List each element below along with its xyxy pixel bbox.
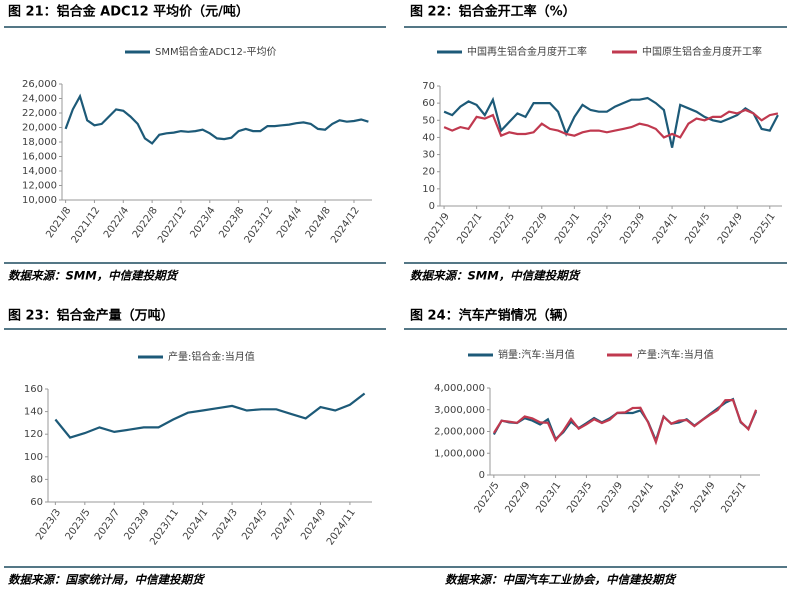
source-note: 数据来源：国家统计局，中信建投期货: [8, 573, 206, 587]
y-tick-label: 10: [422, 184, 435, 195]
x-tick-label: 2023/1: [534, 480, 563, 515]
y-tick-label: 26,000: [22, 79, 57, 90]
y-tick-label: 160: [24, 384, 43, 395]
x-tick-label: 2025/1: [749, 211, 778, 246]
y-tick-label: 10,000: [22, 195, 57, 206]
x-tick-label: 2023/11: [148, 507, 181, 547]
chart-title: 图 23：铝合金产量（万吨）: [8, 308, 174, 324]
x-tick-label: 2022/5: [488, 211, 517, 246]
source-note: 数据来源：中国汽车工业协会，中信建投期货: [445, 573, 677, 587]
x-tick-label: 2023/3: [34, 507, 63, 542]
y-tick-label: 60: [422, 98, 435, 109]
x-tick-label: 2024/9: [299, 507, 328, 542]
x-tick-label: 2024/1: [181, 507, 210, 542]
legend-label: 产量:汽车:当月值: [637, 348, 714, 361]
y-tick-label: 60: [30, 497, 43, 508]
x-tick-label: 2024/7: [270, 507, 299, 542]
series-line: [54, 392, 366, 439]
legend-label: 中国原生铝合金月度开工率: [642, 45, 762, 58]
y-tick-label: 20,000: [22, 123, 57, 134]
x-tick-label: 2024/12: [329, 205, 362, 245]
y-tick-label: 2,000,000: [434, 427, 485, 438]
x-tick-label: 2024/5: [658, 480, 687, 515]
y-tick-label: 20: [422, 167, 435, 178]
x-tick-label: 2024/5: [240, 507, 269, 542]
x-tick-label: 2024/9: [689, 480, 718, 515]
x-tick-label: 2025/1: [719, 480, 748, 515]
y-tick-label: 70: [422, 81, 435, 92]
legend-label: 销量:汽车:当月值: [498, 348, 575, 361]
y-tick-label: 22,000: [22, 108, 57, 119]
y-tick-label: 80: [30, 474, 43, 485]
x-tick-label: 2024/11: [325, 507, 358, 547]
y-tick-label: 4,000,000: [434, 383, 485, 394]
chart-title: 图 21：铝合金 ADC12 平均价（元/吨）: [8, 4, 249, 20]
x-tick-label: 2024/1: [651, 211, 680, 246]
x-tick-label: 2024/5: [683, 211, 712, 246]
x-tick-label: 2021/9: [423, 211, 452, 246]
y-tick-label: 40: [422, 132, 435, 143]
x-tick-label: 2022/4: [102, 205, 131, 240]
y-tick-label: 0: [429, 201, 435, 212]
x-tick-label: 2022/1: [455, 211, 484, 246]
x-tick-label: 2023/9: [596, 480, 625, 515]
x-tick-label: 2022/8: [131, 205, 160, 240]
x-tick-label: 2022/9: [503, 480, 532, 515]
x-tick-label: 2024/1: [627, 480, 656, 515]
y-tick-label: 140: [24, 407, 43, 418]
x-tick-label: 2024/9: [716, 211, 745, 246]
series-line: [443, 108, 779, 139]
x-tick-label: 2023/12: [243, 205, 276, 245]
y-tick-label: 12,000: [22, 181, 57, 192]
x-tick-label: 2024/3: [211, 507, 240, 542]
y-tick-label: 100: [24, 452, 43, 463]
x-tick-label: 2023/5: [565, 480, 594, 515]
source-note: 数据来源：SMM，中信建投期货: [8, 269, 180, 283]
y-tick-label: 1,000,000: [434, 448, 485, 459]
x-tick-label: 2023/7: [93, 507, 122, 542]
x-tick-label: 2021/8: [44, 205, 73, 240]
y-tick-label: 3,000,000: [434, 405, 485, 416]
x-tick-label: 2023/1: [553, 211, 582, 246]
x-tick-label: 2023/9: [122, 507, 151, 542]
series-line: [492, 398, 758, 446]
legend-label: SMM铝合金ADC12-平均价: [155, 45, 276, 58]
x-tick-label: 2022/12: [156, 205, 189, 245]
y-tick-label: 16,000: [22, 152, 57, 163]
x-tick-label: 2024/8: [304, 205, 333, 240]
x-tick-label: 2022/9: [521, 211, 550, 246]
chart-title: 图 24：汽车产销情况（辆）: [410, 308, 576, 324]
x-tick-label: 2023/8: [217, 205, 246, 240]
x-tick-label: 2023/5: [64, 507, 93, 542]
legend-label: 中国再生铝合金月度开工率: [467, 45, 587, 58]
x-tick-label: 2023/9: [618, 211, 647, 246]
series-line: [64, 93, 369, 145]
x-tick-label: 2023/5: [586, 211, 615, 246]
y-tick-label: 0: [479, 470, 485, 481]
y-tick-label: 24,000: [22, 94, 57, 105]
y-tick-label: 30: [422, 150, 435, 161]
legend-label: 产量:铝合金:当月值: [168, 350, 255, 363]
chart-title: 图 22：铝合金开工率（%）: [410, 4, 576, 20]
y-tick-label: 50: [422, 115, 435, 126]
x-tick-label: 2021/12: [70, 205, 103, 245]
y-tick-label: 18,000: [22, 137, 57, 148]
x-tick-label: 2022/5: [473, 480, 502, 515]
x-tick-label: 2023/4: [189, 205, 218, 240]
y-tick-label: 14,000: [22, 166, 57, 177]
source-note: 数据来源：SMM，中信建投期货: [410, 269, 582, 283]
x-tick-label: 2024/4: [275, 205, 304, 240]
y-tick-label: 120: [24, 429, 43, 440]
series-line: [443, 96, 779, 148]
